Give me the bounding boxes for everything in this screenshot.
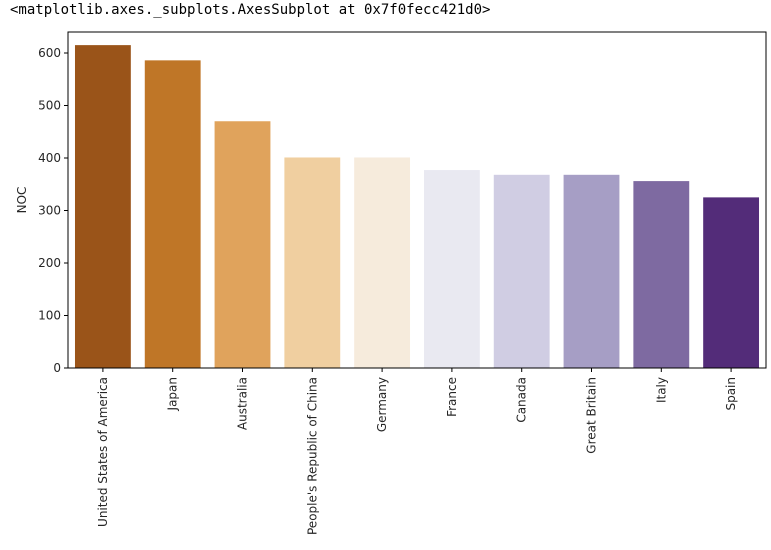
x-tick-label-1: United States of America xyxy=(96,377,110,527)
y-tick-label-4: 300 xyxy=(38,204,61,218)
y-tick-label-1: 0 xyxy=(53,361,61,375)
x-tick-label-2: Japan xyxy=(166,377,180,411)
x-tick-label-6: France xyxy=(445,377,459,417)
y-tick-label-7: 600 xyxy=(38,46,61,60)
bar-9 xyxy=(633,181,690,368)
y-tick-label-6: 500 xyxy=(38,99,61,113)
x-tick-label-10: Spain xyxy=(724,377,738,411)
x-tick-label-3: Australia xyxy=(236,377,250,430)
x-tick-label-9: Italy xyxy=(654,377,668,403)
bar-3 xyxy=(214,121,271,368)
x-tick-label-5: Germany xyxy=(375,377,389,432)
x-tick-label-8: Great Britain xyxy=(585,377,599,454)
bar-6 xyxy=(423,170,480,368)
bar-2 xyxy=(144,60,201,368)
bar-7 xyxy=(493,174,550,368)
y-axis-label: NOC xyxy=(15,187,29,214)
bar-10 xyxy=(703,197,760,368)
x-tick-label-7: Canada xyxy=(515,377,529,423)
bar-8 xyxy=(563,174,620,368)
bars-group xyxy=(74,45,760,368)
plot-frame xyxy=(67,31,767,369)
bar-1 xyxy=(74,45,131,368)
x-axis: United States of America Japan Australia Pe… xyxy=(96,368,738,535)
x-tick-label-4: People's Republic of China xyxy=(305,377,319,535)
y-tick-label-3: 200 xyxy=(38,256,61,270)
y-axis: 0 100 200 300 400 500 600 xyxy=(38,46,68,375)
bar-5 xyxy=(354,157,411,368)
y-tick-label-5: 400 xyxy=(38,151,61,165)
y-tick-label-2: 100 xyxy=(38,309,61,323)
output-repr-text: <matplotlib.axes._subplots.AxesSubplot a… xyxy=(10,2,491,18)
bar-4 xyxy=(284,157,341,368)
